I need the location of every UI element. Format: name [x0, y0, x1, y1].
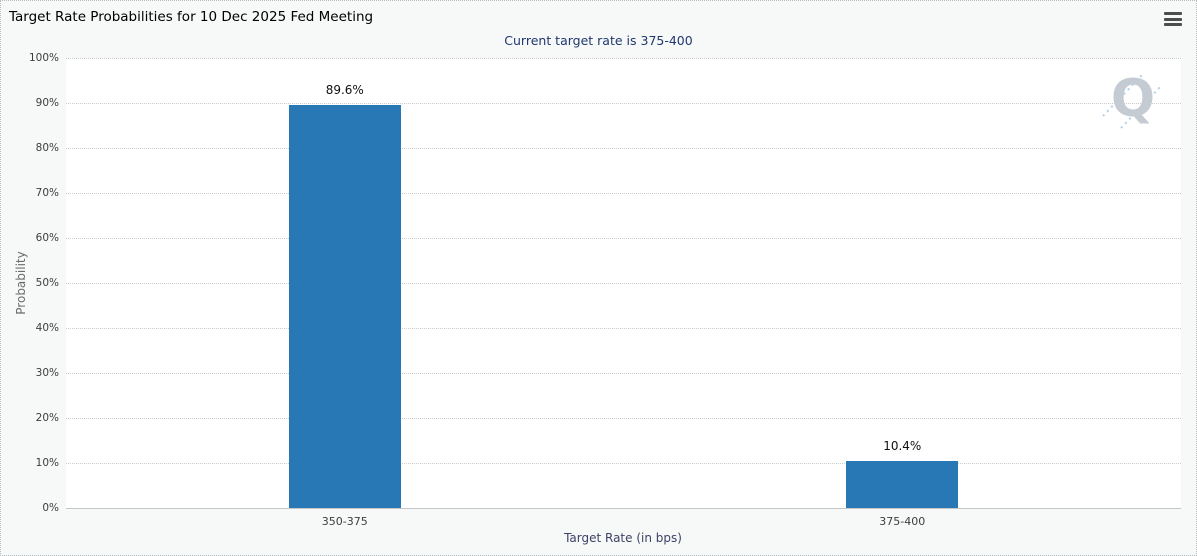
hamburger-menu-icon[interactable] [1164, 12, 1182, 26]
gridline [66, 58, 1181, 59]
plot-area: Q 89.6% 10.4% [66, 58, 1181, 509]
y-tick-label: 80% [35, 142, 59, 154]
y-tick-label: 70% [35, 187, 59, 199]
y-tick-label: 50% [35, 277, 59, 289]
chart-subtitle: Current target rate is 375-400 [504, 33, 693, 48]
y-tick-label: 90% [35, 97, 59, 109]
y-tick-label: 0% [42, 502, 59, 514]
y-tick-label: 40% [35, 322, 59, 334]
x-tick-label: 350-375 [321, 515, 368, 528]
gridline [66, 103, 1181, 104]
gridline [66, 463, 1181, 464]
y-tick-label: 30% [35, 367, 59, 379]
gridline [66, 148, 1181, 149]
y-tick-label: 60% [35, 232, 59, 244]
y-tick-label: 20% [35, 412, 59, 424]
gridline [66, 283, 1181, 284]
hamburger-bar [1164, 23, 1182, 26]
watermark-letter: Q [1111, 69, 1155, 129]
chart-title: Target Rate Probabilities for 10 Dec 202… [9, 9, 374, 25]
gridline [66, 328, 1181, 329]
x-axis-title: Target Rate (in bps) [564, 531, 682, 545]
quikstrike-watermark-icon: Q [1102, 69, 1162, 129]
y-tick-label: 100% [28, 52, 59, 64]
x-tick-label: 375-400 [879, 515, 926, 528]
gridline [66, 193, 1181, 194]
y-tick-label: 10% [35, 457, 59, 469]
bar-value-label: 89.6% [325, 82, 364, 97]
gridline [66, 373, 1181, 374]
gridline [66, 238, 1181, 239]
bar-value-label: 10.4% [883, 439, 922, 454]
hamburger-bar [1164, 12, 1182, 15]
gridline [66, 418, 1181, 419]
bar-350-375[interactable] [288, 104, 401, 508]
bar-375-400[interactable] [846, 461, 959, 508]
hamburger-bar [1164, 17, 1182, 21]
